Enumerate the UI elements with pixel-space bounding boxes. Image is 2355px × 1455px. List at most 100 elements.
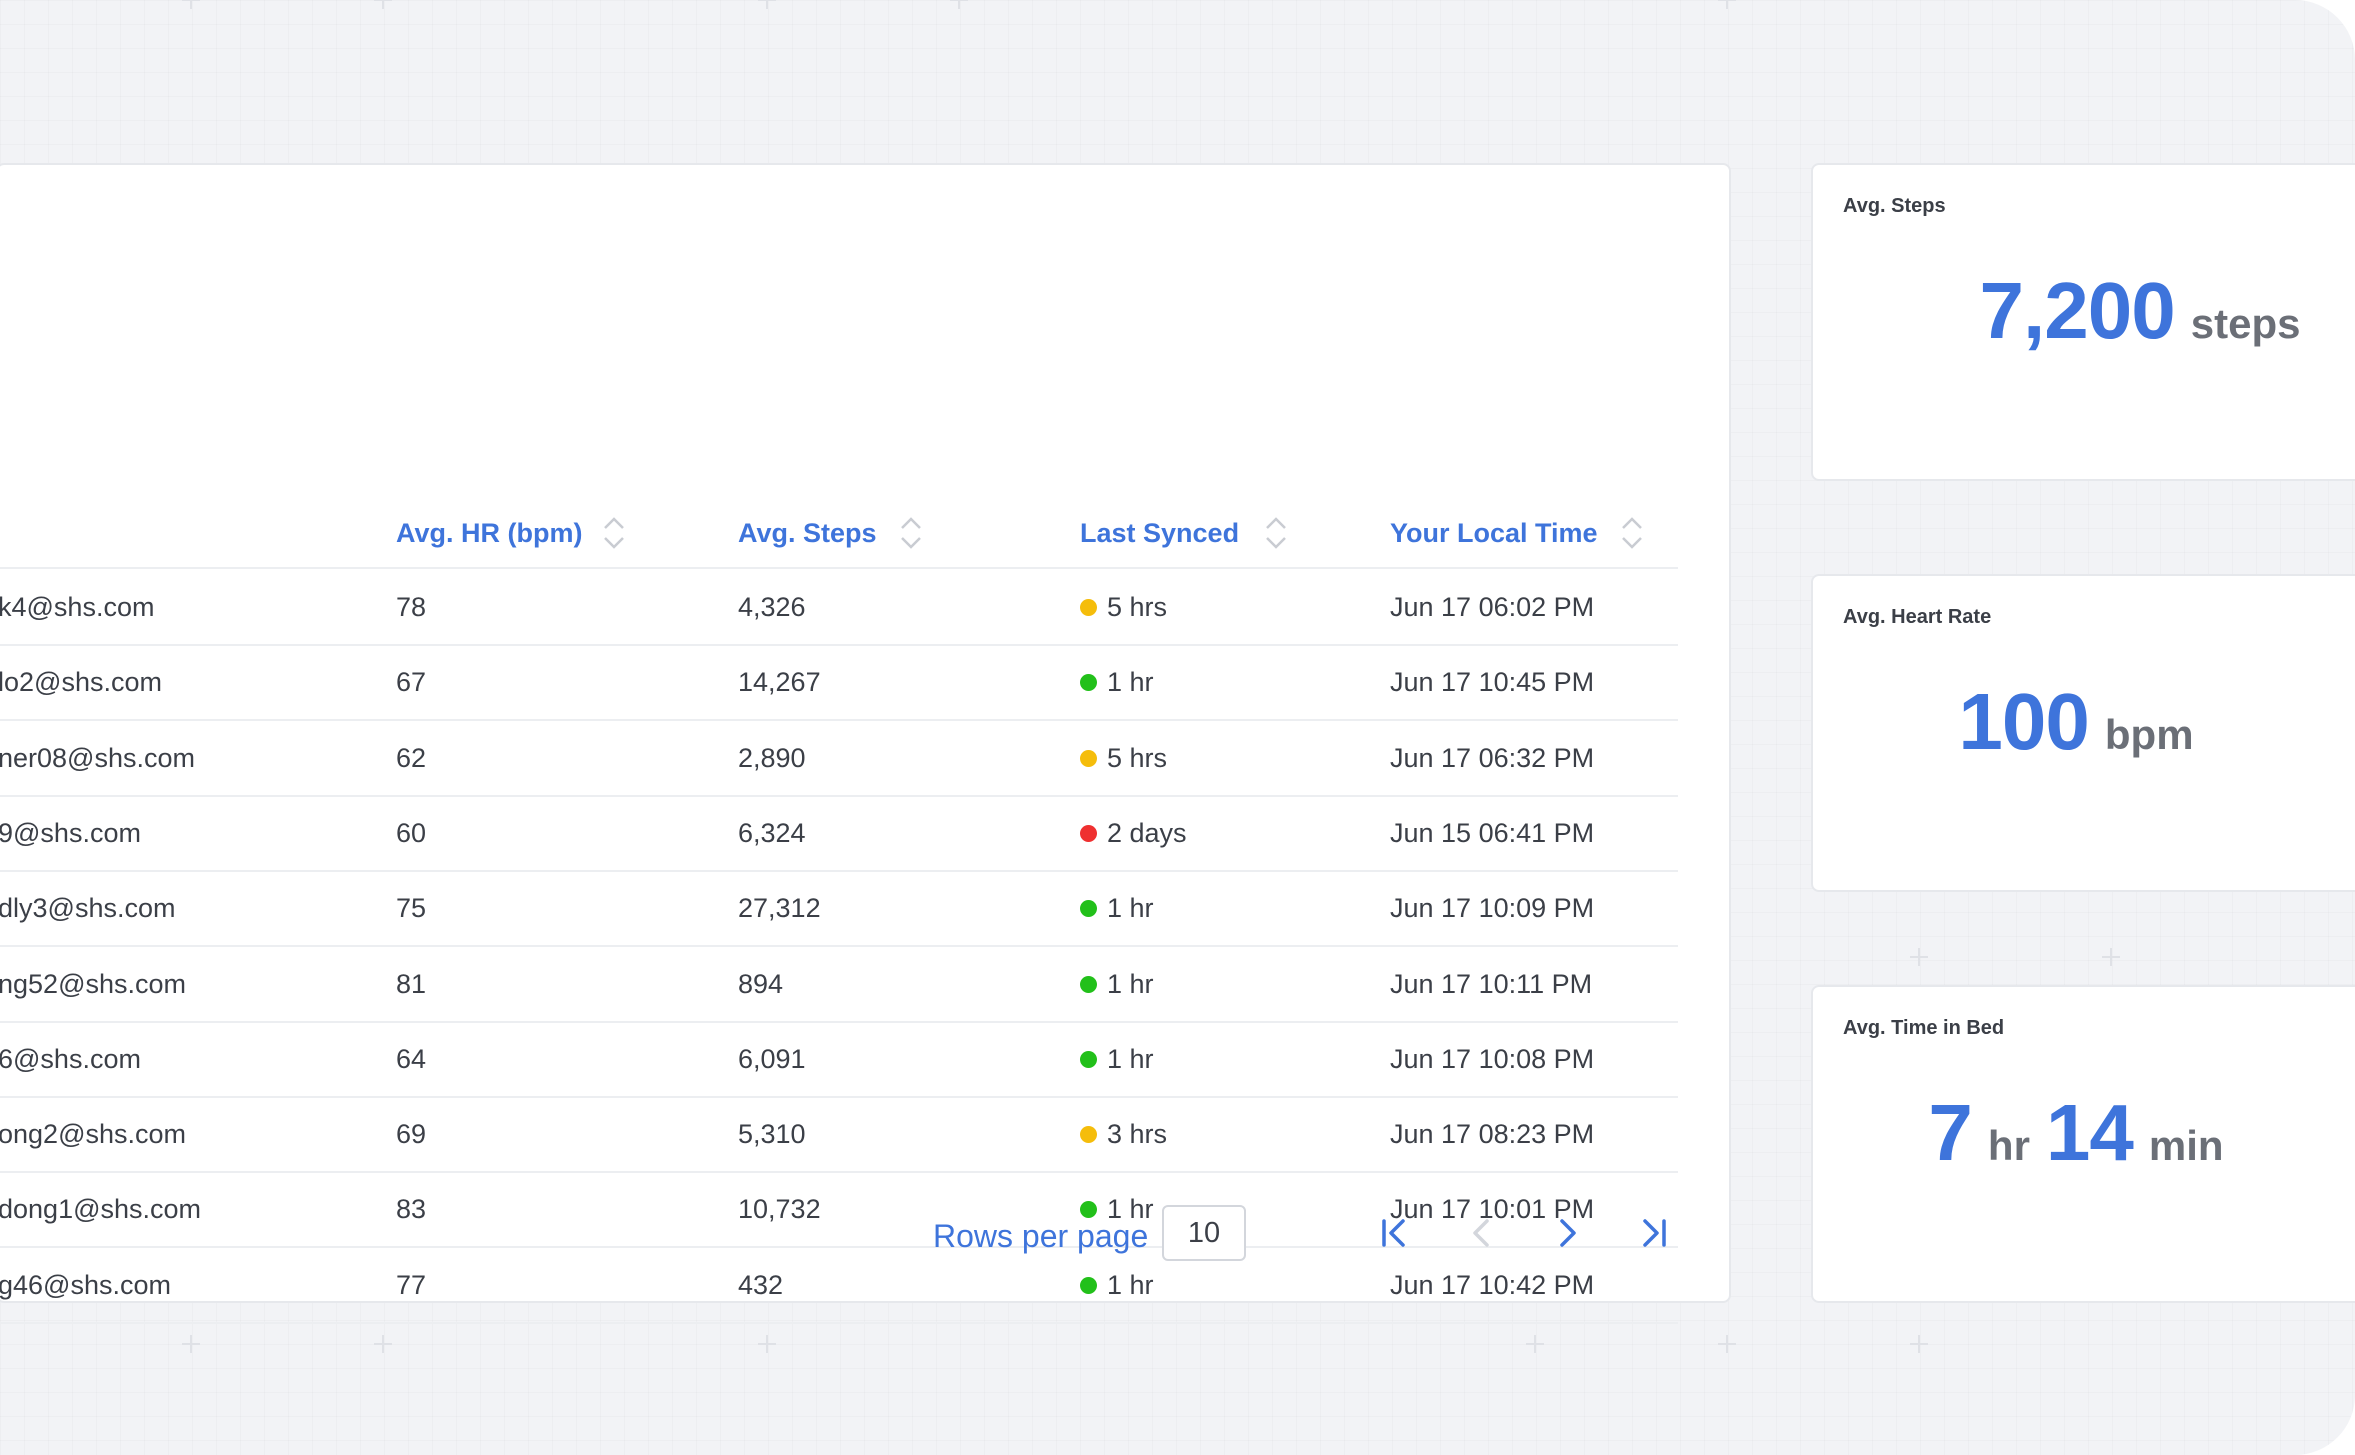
avg-steps-cell: 894 (738, 968, 784, 999)
last-synced-text: 1 hr (1107, 968, 1154, 999)
grid-plus-marker (1910, 1335, 1928, 1353)
avg-hr-cell: 75 (396, 893, 427, 924)
local-time-cell: Jun 17 06:02 PM (1390, 592, 1595, 622)
card-title: Avg. Heart Rate (1843, 606, 1992, 628)
last-page-icon (1643, 1219, 1666, 1247)
next-page-button[interactable] (1543, 1209, 1591, 1257)
last-synced-text: 1 hr (1107, 893, 1154, 924)
avg-hr-cell: 60 (396, 817, 427, 848)
user-email-cell: lo2@shs.com (0, 667, 162, 698)
rows-per-page-label: Rows per page (933, 1217, 1149, 1254)
card-value: 7 hr 14 min (1829, 1087, 2329, 1197)
grid-plus-marker (1910, 948, 1928, 966)
sort-icon[interactable] (898, 513, 924, 553)
grid-plus-marker (1718, 0, 1736, 9)
sync-status-dot (1080, 1276, 1097, 1294)
local-time-cell: Jun 17 10:11 PM (1390, 968, 1593, 999)
last-synced-cell: 1 hr (1080, 872, 1154, 945)
table-row[interactable]: k4@shs.com 78 4,326 5 hrs Jun 17 06:02 PM (0, 571, 1678, 646)
table-row[interactable]: g46@shs.com 77 432 1 hr Jun 17 10:42 PM (0, 1249, 1678, 1324)
card-title: Avg. Steps (1843, 195, 1946, 217)
grid-plus-marker (374, 0, 392, 9)
table-row[interactable]: lo2@shs.com 67 14,267 1 hr Jun 17 10:45 PM (0, 646, 1678, 722)
avg-hr-cell: 83 (396, 1194, 427, 1225)
local-time-cell: Jun 17 10:01 PM (1390, 1194, 1595, 1225)
avg-steps-cell: 432 (738, 1269, 784, 1300)
user-email-cell: k4@shs.com (0, 592, 155, 622)
column-header-last-synced[interactable]: Last Synced (1080, 513, 1239, 553)
last-synced-cell: 1 hr (1080, 948, 1154, 1021)
table-row[interactable]: dly3@shs.com 75 27,312 1 hr Jun 17 10:09 PM (0, 872, 1678, 948)
avg-hr-cell: 78 (396, 592, 427, 622)
sync-status-dot (1080, 1050, 1097, 1068)
user-email-cell: ong2@shs.com (0, 1119, 186, 1150)
avg-steps-cell: 14,267 (738, 667, 821, 698)
time-in-bed-minutes: 14 (2045, 1088, 2134, 1177)
user-email-cell: ner08@shs.com (0, 742, 195, 773)
local-time-cell: Jun 17 10:08 PM (1390, 1043, 1595, 1074)
users-table-panel: Avg. HR (bpm) Avg. Steps Last Synced You… (0, 163, 1733, 1324)
local-time-cell: Jun 17 10:42 PM (1390, 1269, 1595, 1300)
avg-steps-unit: steps (2190, 300, 2301, 347)
sort-icon[interactable] (1619, 513, 1645, 553)
last-synced-text: 5 hrs (1107, 742, 1168, 773)
last-synced-text: 3 hrs (1107, 1119, 1168, 1150)
first-page-icon (1382, 1219, 1405, 1247)
user-email-cell: 9@shs.com (0, 817, 141, 848)
sync-status-dot (1080, 824, 1097, 842)
avg-hr-cell: 69 (396, 1119, 427, 1150)
previous-page-button[interactable] (1458, 1209, 1506, 1257)
sync-status-dot (1080, 599, 1097, 616)
last-synced-cell: 1 hr (1080, 1173, 1154, 1246)
avg-steps-value: 7,200 (1979, 266, 2176, 355)
column-header-local-time[interactable]: Your Local Time (1390, 513, 1598, 553)
first-page-button[interactable] (1371, 1209, 1419, 1257)
sort-icon[interactable] (1263, 513, 1289, 553)
grid-plus-marker (1526, 1335, 1544, 1353)
sync-status-dot (1080, 1201, 1097, 1219)
table-row[interactable]: 6@shs.com 64 6,091 1 hr Jun 17 10:08 PM (0, 1023, 1678, 1098)
local-time-cell: Jun 15 06:41 PM (1390, 817, 1595, 848)
avg-hr-cell: 62 (396, 742, 427, 773)
last-synced-cell: 5 hrs (1080, 722, 1167, 795)
table-row[interactable]: dong1@shs.com 83 10,732 1 hr Jun 17 10:01 PM (0, 1173, 1678, 1249)
grid-plus-marker (758, 0, 776, 9)
rows-per-page-select[interactable]: 10 (1162, 1205, 1246, 1261)
sync-status-dot (1080, 900, 1097, 918)
table-row[interactable]: ong2@shs.com 69 5,310 3 hrs Jun 17 08:23 PM (0, 1098, 1678, 1174)
last-synced-text: 1 hr (1107, 1269, 1154, 1300)
grid-plus-marker (182, 0, 200, 9)
avg-steps-cell: 4,326 (738, 592, 806, 622)
avg-time-in-bed-card: Avg. Time in Bed 7 hr 14 min (1811, 985, 2355, 1303)
card-value: 7,200 steps (1893, 265, 2355, 375)
column-header-avg-steps[interactable]: Avg. Steps (738, 513, 877, 553)
table-row[interactable]: 9@shs.com 60 6,324 2 days Jun 15 06:41 PM (0, 797, 1678, 872)
table-header: Avg. HR (bpm) Avg. Steps Last Synced You… (0, 505, 1678, 569)
time-in-bed-hours-unit: hr (1987, 1122, 2030, 1169)
table-row[interactable]: ng52@shs.com 81 894 1 hr Jun 17 10:11 PM (0, 948, 1678, 1023)
avg-steps-card: Avg. Steps 7,200 steps (1811, 163, 2355, 481)
sync-status-dot (1080, 975, 1097, 993)
avg-steps-cell: 27,312 (738, 893, 821, 924)
last-synced-text: 1 hr (1107, 667, 1154, 698)
table-row[interactable]: ner08@shs.com 62 2,890 5 hrs Jun 17 06:32 PM (0, 722, 1678, 797)
column-header-label: Avg. Steps (738, 517, 877, 548)
user-email-cell: dong1@shs.com (0, 1194, 202, 1225)
sync-status-dot (1080, 749, 1097, 767)
avg-steps-cell: 6,091 (738, 1043, 806, 1074)
avg-hr-cell: 77 (396, 1269, 427, 1300)
avg-steps-cell: 2,890 (738, 742, 806, 773)
chevron-left-icon (1473, 1219, 1489, 1247)
last-synced-cell: 2 days (1080, 797, 1187, 870)
last-synced-cell: 1 hr (1080, 646, 1154, 719)
local-time-cell: Jun 17 10:09 PM (1390, 893, 1595, 924)
time-in-bed-hours: 7 (1928, 1088, 1972, 1177)
pagination-bar: Rows per page 10 (0, 1205, 1733, 1265)
last-synced-cell: 1 hr (1080, 1023, 1154, 1096)
column-header-label: Last Synced (1080, 517, 1240, 548)
last-synced-text: 5 hrs (1107, 592, 1168, 622)
last-page-button[interactable] (1629, 1209, 1677, 1257)
column-header-avg-hr[interactable]: Avg. HR (bpm) (396, 513, 582, 553)
column-header-label: Avg. HR (bpm) (396, 517, 583, 548)
sort-icon[interactable] (601, 513, 627, 553)
